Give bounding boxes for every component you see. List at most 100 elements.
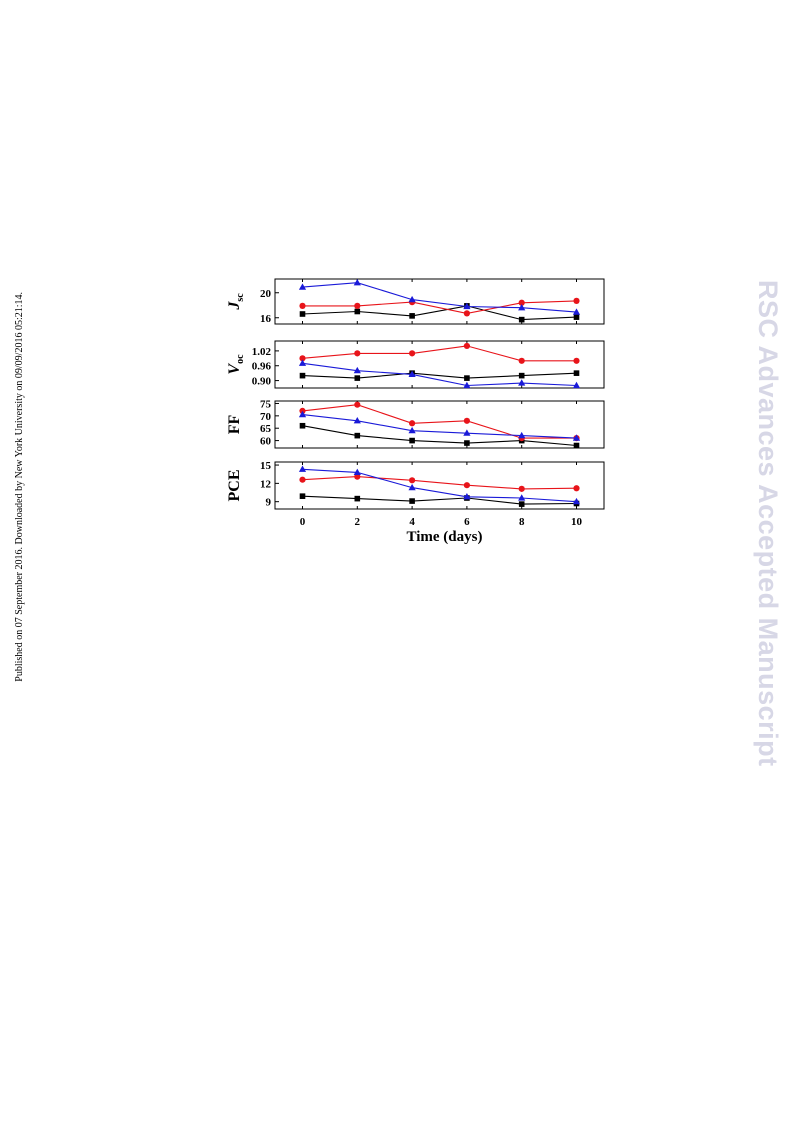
data-point-triangle — [298, 283, 307, 290]
data-point-square — [518, 501, 525, 507]
data-point-square — [409, 313, 415, 319]
chart-panel-0: 16 20 Jsc — [226, 278, 605, 325]
series-line-1 — [302, 345, 577, 362]
y-tick-label: 0.96 — [252, 361, 272, 373]
series-line-2 — [302, 282, 577, 313]
data-point-circle — [409, 420, 416, 427]
x-tick-label: 4 — [409, 516, 415, 528]
data-point-triangle — [463, 302, 471, 310]
data-point-circle — [299, 302, 306, 309]
data-point-circle — [354, 350, 361, 357]
series-line-2 — [302, 414, 577, 439]
data-point-circle — [518, 299, 525, 306]
data-point-triangle — [353, 366, 361, 374]
data-point-square — [354, 432, 361, 439]
data-point-triangle — [463, 381, 471, 389]
data-point-triangle — [353, 468, 361, 475]
data-point-triangle — [298, 465, 307, 472]
data-point-circle — [354, 302, 361, 309]
x-tick-label: 8 — [519, 516, 525, 528]
y-tick-label: 1.02 — [252, 346, 272, 358]
data-point-square — [409, 437, 415, 444]
series-line-0 — [302, 305, 577, 321]
y-axis-label: Voc — [226, 354, 246, 375]
data-point-circle — [409, 477, 416, 484]
data-point-square — [573, 314, 580, 320]
data-point-circle — [573, 357, 580, 364]
data-point-circle — [463, 417, 470, 424]
data-point-triangle — [298, 410, 307, 418]
data-point-triangle — [572, 497, 581, 505]
data-point-circle — [518, 485, 525, 492]
x-tick-label: 0 — [300, 516, 306, 528]
y-tick-label: 15 — [260, 460, 272, 472]
y-axis-label-main: J — [226, 301, 243, 311]
data-point-square — [354, 308, 361, 315]
data-point-circle — [354, 473, 361, 480]
data-point-triangle — [463, 492, 471, 500]
series-line-0 — [302, 495, 577, 505]
y-tick-label: 9 — [266, 497, 272, 509]
publication-note: Published on 07 September 2016. Download… — [14, 292, 25, 682]
data-point-circle — [299, 355, 306, 362]
series-line-0 — [302, 425, 577, 447]
data-point-triangle — [408, 483, 416, 491]
y-tick-label: 12 — [260, 478, 272, 490]
data-point-triangle — [518, 431, 526, 439]
x-tick-label: 10 — [571, 516, 583, 528]
data-point-circle — [463, 342, 470, 350]
y-axis-label-main: V — [226, 363, 243, 375]
data-point-triangle — [572, 434, 581, 441]
data-point-square — [573, 442, 580, 449]
data-point-triangle — [572, 308, 581, 315]
panel-frame — [274, 278, 605, 325]
data-point-square — [464, 440, 470, 446]
x-tick-label: 2 — [355, 516, 361, 528]
data-point-triangle — [353, 278, 361, 286]
y-axis-label: FF — [226, 415, 243, 435]
y-tick-label: 70 — [260, 411, 272, 423]
y-axis-label-sub: oc — [235, 354, 246, 364]
y-tick-label: 65 — [260, 423, 272, 435]
y-axis-label: Jsc — [226, 293, 246, 311]
y-axis-label-main: PCE — [226, 470, 243, 502]
y-axis-label-main: FF — [226, 415, 243, 435]
data-point-triangle — [408, 426, 416, 434]
series-line-2 — [302, 468, 577, 503]
series-line-1 — [302, 476, 577, 490]
data-point-square — [299, 422, 306, 429]
manuscript-watermark: RSC Advances Accepted Manuscript — [753, 280, 783, 767]
chart-panel-3: 9 12 15 PCE 0 2 4 6 8 10 Time (days) — [226, 460, 605, 545]
data-point-circle — [409, 350, 416, 357]
chart-panel-1: 0.90 0.96 1.02 Voc — [226, 340, 605, 389]
data-point-square — [299, 372, 306, 379]
x-tick-label: 6 — [464, 516, 470, 528]
data-point-square — [354, 495, 361, 502]
data-point-triangle — [518, 303, 526, 311]
panel-frame — [274, 340, 605, 389]
data-point-triangle — [298, 359, 307, 366]
y-axis-label: PCE — [226, 470, 243, 502]
data-point-circle — [354, 401, 361, 408]
data-point-circle — [573, 485, 580, 492]
data-point-triangle — [572, 381, 581, 389]
data-point-square — [409, 498, 415, 504]
y-tick-label: 0.90 — [252, 376, 272, 388]
data-point-square — [518, 372, 525, 379]
x-axis-label: Time (days) — [407, 529, 483, 545]
data-point-circle — [299, 476, 306, 483]
y-tick-label: 60 — [260, 436, 272, 448]
data-point-triangle — [463, 429, 471, 436]
panel-frame — [274, 461, 605, 510]
data-point-triangle — [518, 379, 526, 386]
data-point-circle — [518, 357, 525, 364]
data-point-triangle — [353, 416, 361, 424]
data-point-square — [464, 375, 470, 381]
data-point-square — [518, 316, 525, 323]
data-point-square — [573, 370, 580, 376]
data-point-triangle — [408, 295, 416, 303]
data-point-circle — [463, 482, 470, 489]
data-point-circle — [573, 297, 580, 304]
series-line-1 — [302, 404, 577, 439]
